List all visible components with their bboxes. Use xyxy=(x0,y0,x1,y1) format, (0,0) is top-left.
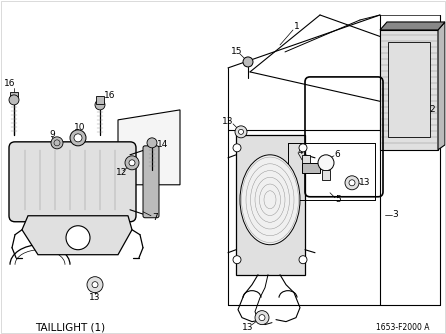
Circle shape xyxy=(235,126,247,138)
Circle shape xyxy=(233,144,241,152)
Circle shape xyxy=(349,180,355,186)
Circle shape xyxy=(95,100,105,110)
Text: 6: 6 xyxy=(334,150,340,159)
Circle shape xyxy=(259,315,265,321)
Bar xyxy=(302,155,310,163)
Text: 13: 13 xyxy=(359,178,371,187)
Text: 16: 16 xyxy=(104,92,116,101)
Circle shape xyxy=(239,129,244,134)
Text: 12: 12 xyxy=(116,168,128,177)
Circle shape xyxy=(9,95,19,105)
FancyBboxPatch shape xyxy=(143,146,159,218)
Text: 2: 2 xyxy=(429,105,435,114)
Circle shape xyxy=(299,144,307,152)
Circle shape xyxy=(129,160,135,166)
Circle shape xyxy=(70,130,86,146)
Circle shape xyxy=(345,176,359,190)
Text: 3: 3 xyxy=(392,210,398,219)
Polygon shape xyxy=(22,216,132,255)
Text: 14: 14 xyxy=(157,140,169,149)
Circle shape xyxy=(299,256,307,264)
Text: 1: 1 xyxy=(294,22,300,31)
Circle shape xyxy=(147,138,157,148)
Circle shape xyxy=(125,156,139,170)
Circle shape xyxy=(318,155,334,171)
Polygon shape xyxy=(380,22,445,30)
Polygon shape xyxy=(236,135,305,275)
Bar xyxy=(10,92,18,97)
Ellipse shape xyxy=(240,155,300,245)
Text: TAILLIGHT (1): TAILLIGHT (1) xyxy=(35,323,105,333)
Polygon shape xyxy=(118,110,180,185)
Text: 10: 10 xyxy=(74,123,86,132)
Circle shape xyxy=(51,137,63,149)
Bar xyxy=(96,96,104,104)
Text: 16: 16 xyxy=(4,79,16,89)
Circle shape xyxy=(233,256,241,264)
FancyBboxPatch shape xyxy=(9,142,136,222)
Circle shape xyxy=(243,57,253,67)
Bar xyxy=(388,42,430,137)
Text: 13: 13 xyxy=(242,323,254,332)
Text: 15: 15 xyxy=(231,47,243,56)
Circle shape xyxy=(66,226,90,250)
Text: 4: 4 xyxy=(297,147,303,156)
Text: 13: 13 xyxy=(222,117,234,126)
Text: 13: 13 xyxy=(89,293,101,302)
Bar xyxy=(302,163,320,173)
Circle shape xyxy=(74,134,82,142)
Polygon shape xyxy=(438,22,445,150)
Circle shape xyxy=(92,282,98,288)
Circle shape xyxy=(255,311,269,325)
Text: 5: 5 xyxy=(335,195,341,204)
Text: 9: 9 xyxy=(49,130,55,139)
Circle shape xyxy=(87,277,103,293)
Bar xyxy=(322,170,330,180)
Text: 7: 7 xyxy=(152,213,158,222)
Text: 1653-F2000 A: 1653-F2000 A xyxy=(376,323,430,332)
Bar xyxy=(380,30,438,150)
